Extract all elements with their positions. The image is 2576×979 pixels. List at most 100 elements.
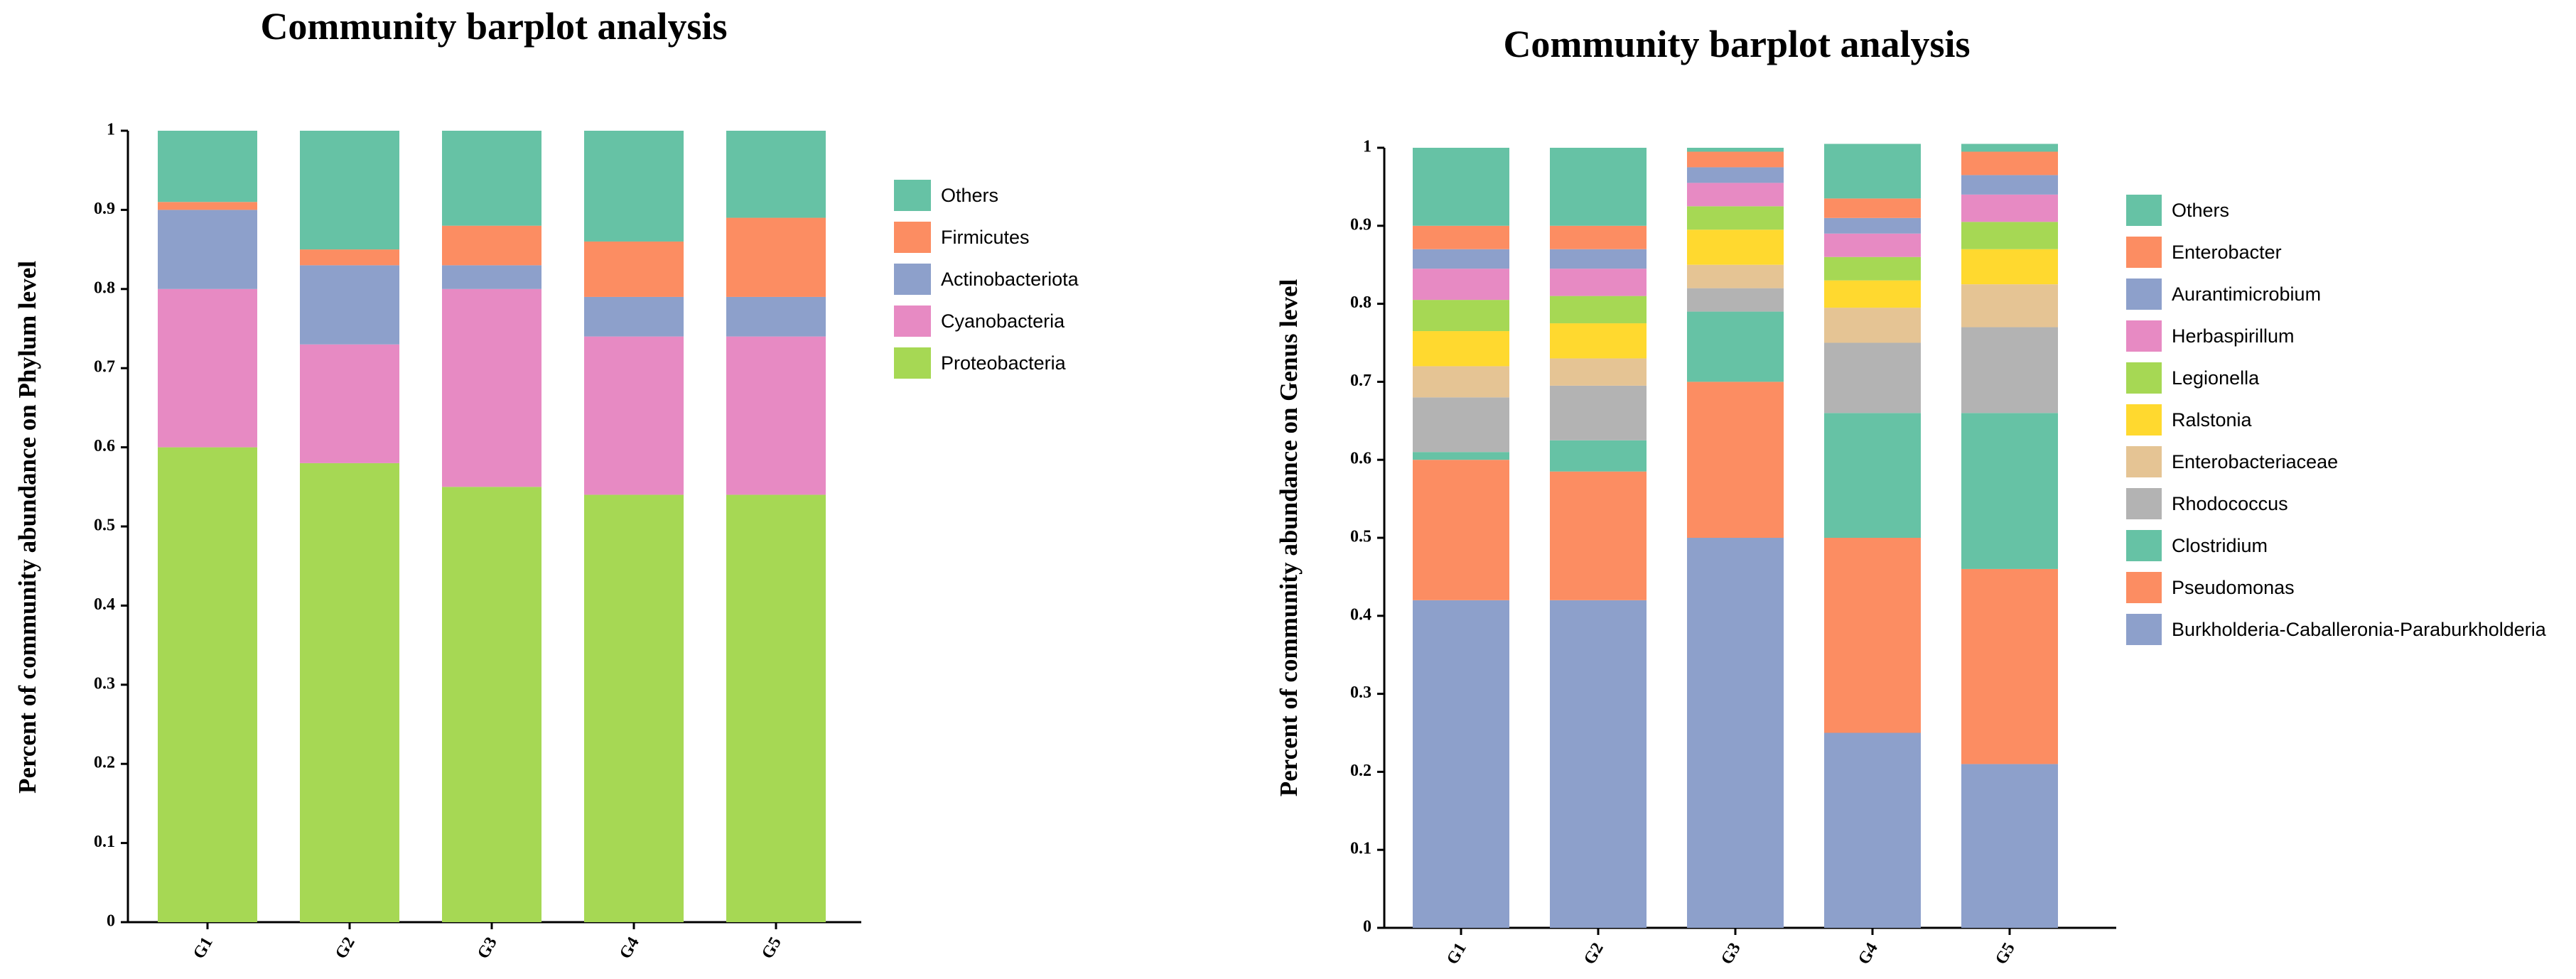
phylum-bar-segment	[158, 447, 257, 922]
phylum-bar-segment	[158, 131, 257, 202]
genus-legend-swatch	[2126, 446, 2162, 477]
genus-bar-segment	[1550, 440, 1647, 472]
genus-bar-segment	[1824, 413, 1921, 538]
genus-bar-segment	[1824, 342, 1921, 413]
genus-x-categories: G1 G2 G3 G4 G5	[1443, 940, 2019, 968]
phylum-bar-segment	[584, 131, 684, 242]
phylum-x-tick-label: G5	[758, 934, 785, 963]
phylum-bar-segment	[726, 296, 826, 337]
genus-bar-segment	[1687, 382, 1784, 538]
genus-bar-segment	[1550, 471, 1647, 600]
genus-bar-segment	[1961, 249, 2058, 285]
genus-y-tick-label: 0.5	[1350, 528, 1371, 546]
genus-bar-segment	[1961, 284, 2058, 328]
genus-bar-segment	[1687, 288, 1784, 312]
genus-x-tick-label: G4	[1855, 940, 1882, 968]
genus-legend: Others Enterobacter Aurantimicrobium Her…	[2126, 195, 2547, 645]
phylum-bar-segment	[442, 487, 541, 922]
phylum-y-tick-label: 0.6	[94, 437, 115, 455]
genus-legend-swatch	[2126, 530, 2162, 561]
genus-y-tick-label: 0.1	[1350, 840, 1371, 858]
genus-bar-segment	[1824, 538, 1921, 733]
phylum-bar-segment	[442, 131, 541, 226]
genus-x-tick-label: G1	[1443, 940, 1470, 968]
phylum-bar-segment	[300, 463, 399, 922]
phylum-bar-segment	[158, 202, 257, 210]
phylum-bar-segment	[726, 336, 826, 495]
genus-bar-segment	[1687, 538, 1784, 928]
genus-bar-segment	[1550, 600, 1647, 928]
phylum-x-categories: G1 G2 G3 G4 G5	[190, 934, 785, 963]
genus-legend-swatch	[2126, 572, 2162, 603]
genus-x-tick-label: G3	[1718, 940, 1745, 968]
phylum-bar-segment	[300, 131, 399, 250]
phylum-x-tick-label: G2	[332, 934, 359, 963]
genus-bar-segment	[1687, 183, 1784, 207]
genus-chart-title: Community barplot analysis	[1503, 23, 1970, 65]
phylum-legend: Others Firmicutes Actinobacteriota Cyano…	[894, 180, 1079, 379]
genus-bar-segment	[1413, 366, 1509, 398]
phylum-bar-segment	[584, 336, 684, 495]
genus-bar-segment	[1961, 764, 2058, 928]
phylum-legend-label: Cyanobacteria	[941, 310, 1065, 332]
genus-bar-segment	[1824, 144, 1921, 199]
phylum-y-tick-label: 0.5	[94, 516, 115, 535]
phylum-bar-segment	[158, 288, 257, 448]
phylum-legend-swatch	[894, 180, 931, 211]
genus-y-tick-label: 0.4	[1350, 605, 1371, 624]
genus-bar-segment	[1413, 600, 1509, 928]
genus-bar-segment	[1413, 397, 1509, 453]
genus-bar-segment	[1824, 233, 1921, 257]
genus-y-tick-label: 0.6	[1350, 450, 1371, 468]
genus-legend-swatch	[2126, 237, 2162, 268]
genus-y-tick-label: 0.9	[1350, 215, 1371, 234]
genus-bar-segment	[1413, 148, 1509, 226]
phylum-bar-segment	[442, 288, 541, 487]
genus-legend-swatch	[2126, 195, 2162, 226]
genus-x-tick-label: G5	[1992, 940, 2019, 968]
genus-bar-segment	[1961, 151, 2058, 175]
genus-bars	[1413, 144, 2058, 935]
phylum-bar-segment	[442, 225, 541, 266]
genus-bar-segment	[1413, 300, 1509, 332]
genus-legend-swatch	[2126, 614, 2162, 645]
genus-bar-segment	[1550, 269, 1647, 296]
genus-legend-label: Herbaspirillum	[2172, 325, 2295, 347]
genus-y-tick-label: 0.7	[1350, 372, 1371, 390]
phylum-bar-segment	[300, 344, 399, 463]
genus-bar-segment	[1687, 229, 1784, 265]
genus-y-tick-label: 0.3	[1350, 683, 1371, 702]
genus-bar-segment	[1550, 323, 1647, 359]
phylum-legend-swatch	[894, 347, 931, 379]
phylum-y-tick-label: 0.9	[94, 200, 115, 218]
phylum-y-axis-label: Percent of community abundance on Phylum…	[14, 261, 41, 794]
genus-legend-label: Enterobacteriaceae	[2172, 451, 2338, 472]
phylum-x-tick-label: G1	[190, 934, 217, 963]
genus-bar-segment	[1687, 264, 1784, 288]
phylum-chart-title: Community barplot analysis	[260, 5, 727, 48]
genus-bar-segment	[1824, 256, 1921, 281]
genus-bar-segment	[1550, 249, 1647, 269]
genus-bar-segment	[1687, 151, 1784, 168]
genus-y-tick-label: 1	[1363, 138, 1371, 156]
genus-bar-segment	[1961, 175, 2058, 195]
genus-bar-segment	[1961, 222, 2058, 249]
genus-legend-label: Legionella	[2172, 367, 2260, 389]
phylum-y-tick-label: 0.4	[94, 595, 115, 614]
phylum-y-tick-label: 0.2	[94, 754, 115, 772]
genus-bar-segment	[1413, 249, 1509, 269]
phylum-legend-swatch	[894, 305, 931, 337]
genus-y-axis-label: Percent of community abundance on Genus …	[1275, 278, 1303, 796]
genus-bar-segment	[1550, 148, 1647, 226]
genus-bar-segment	[1961, 327, 2058, 413]
phylum-bar-segment	[726, 131, 826, 218]
genus-bar-segment	[1550, 358, 1647, 386]
phylum-x-tick-label: G4	[616, 934, 643, 963]
phylum-bar-segment	[726, 494, 826, 922]
phylum-x-tick-label: G3	[474, 934, 501, 963]
genus-bar-segment	[1550, 385, 1647, 440]
genus-bar-segment	[1961, 413, 2058, 569]
genus-legend-swatch	[2126, 278, 2162, 310]
genus-legend-swatch	[2126, 404, 2162, 436]
